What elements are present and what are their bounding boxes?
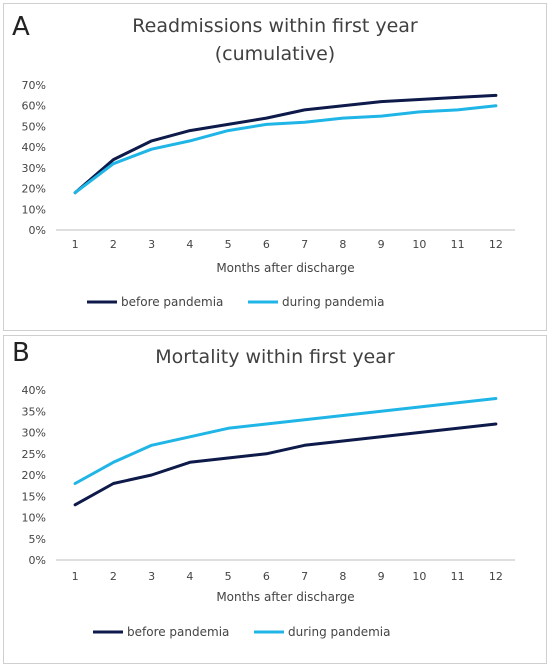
y-tick-label: 25%	[22, 448, 46, 461]
legend-label: before pandemia	[127, 625, 229, 639]
x-tick-label: 6	[263, 570, 270, 583]
x-tick-label: 10	[412, 570, 426, 583]
x-tick-label: 3	[148, 570, 155, 583]
x-tick-label: 8	[339, 570, 346, 583]
x-tick-label: 8	[339, 238, 346, 251]
x-tick-label: 11	[451, 570, 465, 583]
x-axis-title: Months after discharge	[216, 261, 354, 275]
x-tick-label: 7	[301, 570, 308, 583]
panel-b: B	[3, 335, 547, 664]
chart-subtitle: (cumulative)	[215, 43, 335, 65]
x-tick-label: 9	[378, 238, 385, 251]
panel-letter: B	[12, 338, 30, 368]
x-tick-label: 9	[378, 570, 385, 583]
x-tick-label: 7	[301, 238, 308, 251]
legend-label: during pandemia	[282, 295, 384, 309]
x-tick-label: 4	[186, 238, 193, 251]
x-tick-label: 6	[263, 238, 270, 251]
x-tick-label: 2	[110, 238, 117, 251]
y-tick-label: 35%	[22, 405, 46, 418]
x-axis-title: Months after discharge	[216, 590, 354, 604]
chart-title: Readmissions within first year	[132, 15, 418, 37]
y-tick-label: 10%	[22, 512, 46, 525]
y-tick-label: 20%	[22, 183, 46, 196]
x-tick-label: 1	[72, 238, 79, 251]
y-tick-label: 0%	[29, 224, 46, 237]
y-tick-label: 50%	[22, 120, 46, 133]
y-tick-label: 30%	[22, 162, 46, 175]
y-tick-label: 15%	[22, 490, 46, 503]
x-tick-label: 5	[225, 570, 232, 583]
y-tick-label: 30%	[22, 427, 46, 440]
y-tick-label: 40%	[22, 384, 46, 397]
x-tick-label: 12	[489, 570, 503, 583]
y-tick-label: 40%	[22, 141, 46, 154]
series-line-during-pandemia	[73, 397, 498, 485]
chart-title: Mortality within first year	[155, 346, 395, 368]
x-tick-label: 11	[451, 238, 465, 251]
y-tick-label: 60%	[22, 100, 46, 113]
y-tick-label: 5%	[29, 533, 46, 546]
series-line-before-pandemia	[73, 422, 498, 507]
y-tick-label: 20%	[22, 469, 46, 482]
panel-a: A	[3, 3, 547, 331]
x-tick-label: 5	[225, 238, 232, 251]
legend-label: during pandemia	[288, 625, 390, 639]
y-tick-label: 70%	[22, 79, 46, 92]
x-tick-label: 1	[72, 570, 79, 583]
y-tick-label: 0%	[29, 554, 46, 567]
legend-label: before pandemia	[121, 295, 223, 309]
x-tick-label: 12	[489, 238, 503, 251]
x-tick-label: 4	[186, 570, 193, 583]
y-tick-label: 10%	[22, 203, 46, 216]
panel-letter: A	[12, 12, 30, 42]
x-tick-label: 3	[148, 238, 155, 251]
x-tick-label: 10	[412, 238, 426, 251]
x-tick-label: 2	[110, 570, 117, 583]
series-line-during-pandemia	[73, 104, 498, 195]
series-line-before-pandemia	[73, 93, 498, 195]
